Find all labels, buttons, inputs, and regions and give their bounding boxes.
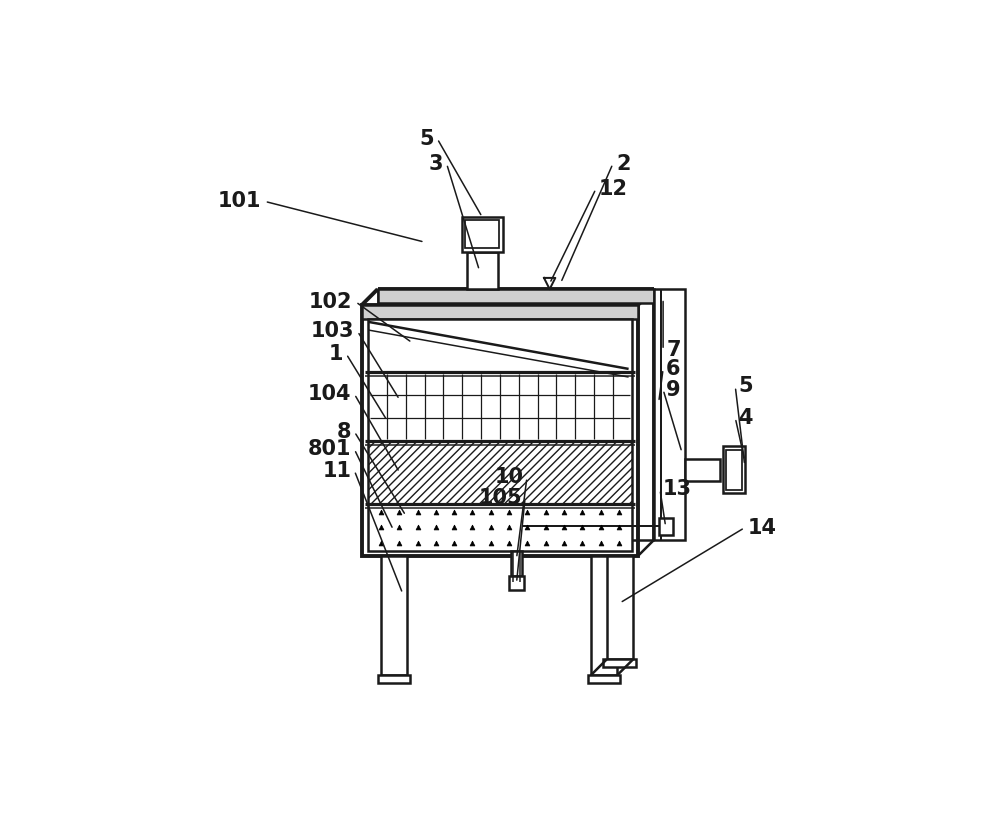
Text: 10: 10	[495, 468, 524, 487]
Text: 12: 12	[599, 178, 628, 199]
Bar	[659, 518, 673, 535]
Bar	[362, 305, 638, 319]
Text: 1: 1	[329, 344, 343, 363]
Text: 101: 101	[218, 192, 261, 211]
Bar	[685, 459, 720, 481]
Text: 102: 102	[309, 292, 352, 312]
Text: 11: 11	[322, 460, 351, 481]
Bar	[362, 305, 638, 556]
Text: 2: 2	[616, 154, 631, 174]
Bar	[509, 576, 524, 590]
Bar	[723, 447, 745, 493]
Text: 4: 4	[738, 408, 753, 428]
Bar	[368, 319, 632, 372]
Bar	[381, 556, 407, 675]
Text: 5: 5	[738, 377, 753, 396]
Bar	[378, 289, 654, 303]
Bar	[607, 556, 633, 659]
Text: 5: 5	[419, 129, 434, 148]
Text: 104: 104	[308, 384, 351, 404]
Bar	[511, 551, 522, 576]
Text: 13: 13	[663, 479, 692, 500]
Bar	[368, 504, 632, 551]
Text: 801: 801	[308, 439, 351, 459]
Bar	[467, 252, 498, 289]
Bar	[591, 556, 617, 675]
Text: 8: 8	[337, 421, 351, 442]
Bar	[726, 450, 742, 491]
Bar	[368, 372, 632, 441]
Bar	[588, 675, 620, 683]
Text: 105: 105	[478, 488, 522, 509]
Bar	[465, 220, 499, 249]
Bar	[368, 441, 632, 504]
Text: 6: 6	[666, 359, 681, 379]
Bar	[654, 289, 685, 540]
Bar	[462, 217, 503, 252]
Bar	[378, 675, 410, 683]
Text: 14: 14	[748, 518, 777, 538]
Text: 3: 3	[429, 154, 443, 174]
Text: 7: 7	[666, 340, 681, 360]
Text: 103: 103	[311, 321, 354, 341]
Bar	[603, 659, 636, 667]
Text: 9: 9	[666, 380, 681, 399]
